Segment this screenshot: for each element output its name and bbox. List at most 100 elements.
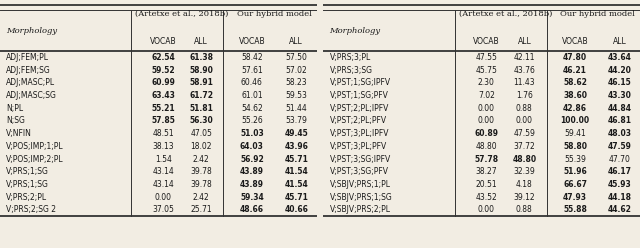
Text: V;PST;3;SG;IPFV: V;PST;3;SG;IPFV	[330, 155, 391, 163]
Text: 51.03: 51.03	[240, 129, 264, 138]
Text: V;SBJV;PRS;1;SG: V;SBJV;PRS;1;SG	[330, 192, 392, 202]
Text: ALL: ALL	[612, 37, 627, 46]
Text: 43.89: 43.89	[240, 167, 264, 176]
Text: 60.46: 60.46	[241, 78, 263, 88]
Text: 58.42: 58.42	[241, 53, 262, 62]
Text: V;PRS;1;SG: V;PRS;1;SG	[6, 180, 49, 189]
Text: 55.39: 55.39	[564, 155, 586, 163]
Text: 1.76: 1.76	[516, 91, 533, 100]
Text: 47.59: 47.59	[513, 129, 535, 138]
Text: 2.30: 2.30	[478, 78, 495, 88]
Text: 43.14: 43.14	[152, 167, 174, 176]
Text: 43.14: 43.14	[152, 180, 174, 189]
Text: ADJ;FEM;SG: ADJ;FEM;SG	[6, 66, 51, 75]
Text: 47.55: 47.55	[476, 53, 497, 62]
Text: Our hybrid model: Our hybrid model	[560, 10, 635, 18]
Text: V;PRS;2;SG 2: V;PRS;2;SG 2	[6, 205, 56, 214]
Text: 48.80: 48.80	[476, 142, 497, 151]
Text: 59.34: 59.34	[240, 192, 264, 202]
Text: V;POS;IMP;1;PL: V;POS;IMP;1;PL	[6, 142, 64, 151]
Text: ALL: ALL	[518, 37, 531, 46]
Text: 39.78: 39.78	[190, 167, 212, 176]
Text: 43.52: 43.52	[476, 192, 497, 202]
Text: 63.43: 63.43	[151, 91, 175, 100]
Text: 38.60: 38.60	[563, 91, 587, 100]
Text: 42.11: 42.11	[514, 53, 535, 62]
Text: 61.72: 61.72	[189, 91, 213, 100]
Text: 20.51: 20.51	[476, 180, 497, 189]
Text: 44.84: 44.84	[607, 104, 632, 113]
Text: 43.89: 43.89	[240, 180, 264, 189]
Text: V;PRS;2;PL: V;PRS;2;PL	[6, 192, 47, 202]
Text: 47.80: 47.80	[563, 53, 587, 62]
Text: 0.00: 0.00	[478, 205, 495, 214]
Text: 47.93: 47.93	[563, 192, 587, 202]
Text: 4.18: 4.18	[516, 180, 532, 189]
Text: 57.61: 57.61	[241, 66, 263, 75]
Text: 56.92: 56.92	[240, 155, 264, 163]
Text: V;PST;1;SG;IPFV: V;PST;1;SG;IPFV	[330, 78, 390, 88]
Text: VOCAB: VOCAB	[239, 37, 265, 46]
Text: V;PRS;1;SG: V;PRS;1;SG	[6, 167, 49, 176]
Text: 48.66: 48.66	[240, 205, 264, 214]
Text: 54.62: 54.62	[241, 104, 263, 113]
Text: Morphology: Morphology	[330, 27, 381, 34]
Text: ALL: ALL	[195, 37, 208, 46]
Text: 51.96: 51.96	[563, 167, 587, 176]
Text: 55.26: 55.26	[241, 117, 263, 125]
Text: 18.02: 18.02	[191, 142, 212, 151]
Text: 38.27: 38.27	[476, 167, 497, 176]
Text: 48.80: 48.80	[512, 155, 536, 163]
Text: 11.43: 11.43	[513, 78, 535, 88]
Text: V;PST;2;PL;IPFV: V;PST;2;PL;IPFV	[330, 104, 389, 113]
Text: 0.88: 0.88	[516, 205, 532, 214]
Text: 58.90: 58.90	[189, 66, 213, 75]
Text: 39.12: 39.12	[513, 192, 535, 202]
Text: 41.54: 41.54	[284, 180, 308, 189]
Text: 38.13: 38.13	[152, 142, 174, 151]
Text: 56.30: 56.30	[189, 117, 213, 125]
Text: 45.93: 45.93	[607, 180, 631, 189]
Text: 55.88: 55.88	[563, 205, 587, 214]
Text: 43.64: 43.64	[607, 53, 631, 62]
Text: 51.81: 51.81	[189, 104, 213, 113]
Text: 43.30: 43.30	[607, 91, 631, 100]
Text: 46.81: 46.81	[607, 117, 632, 125]
Text: 53.79: 53.79	[285, 117, 307, 125]
Text: 46.17: 46.17	[607, 167, 632, 176]
Text: 46.21: 46.21	[563, 66, 587, 75]
Text: 61.01: 61.01	[241, 91, 262, 100]
Text: N;SG: N;SG	[6, 117, 25, 125]
Text: Our hybrid model: Our hybrid model	[237, 10, 312, 18]
Text: 100.00: 100.00	[561, 117, 589, 125]
Text: 0.00: 0.00	[516, 117, 533, 125]
Text: 51.44: 51.44	[285, 104, 307, 113]
Text: 57.50: 57.50	[285, 53, 307, 62]
Text: 47.05: 47.05	[190, 129, 212, 138]
Text: 32.39: 32.39	[513, 167, 535, 176]
Text: 59.52: 59.52	[151, 66, 175, 75]
Text: 37.72: 37.72	[513, 142, 535, 151]
Text: 60.99: 60.99	[151, 78, 175, 88]
Text: 47.70: 47.70	[609, 155, 630, 163]
Text: 39.78: 39.78	[190, 180, 212, 189]
Text: V;PRS;3;PL: V;PRS;3;PL	[330, 53, 371, 62]
Text: 41.54: 41.54	[284, 167, 308, 176]
Text: V;PST;2;PL;PFV: V;PST;2;PL;PFV	[330, 117, 387, 125]
Text: 37.05: 37.05	[152, 205, 174, 214]
Text: 40.66: 40.66	[284, 205, 308, 214]
Text: ADJ;MASC;SG: ADJ;MASC;SG	[6, 91, 57, 100]
Text: 58.23: 58.23	[285, 78, 307, 88]
Text: 58.80: 58.80	[563, 142, 587, 151]
Text: 59.41: 59.41	[564, 129, 586, 138]
Text: 46.15: 46.15	[607, 78, 631, 88]
Text: 47.59: 47.59	[607, 142, 631, 151]
Text: 2.42: 2.42	[193, 192, 209, 202]
Text: 49.45: 49.45	[284, 129, 308, 138]
Text: 61.38: 61.38	[189, 53, 213, 62]
Text: V;POS;IMP;2;PL: V;POS;IMP;2;PL	[6, 155, 64, 163]
Text: 44.20: 44.20	[607, 66, 631, 75]
Text: VOCAB: VOCAB	[150, 37, 177, 46]
Text: 64.03: 64.03	[240, 142, 264, 151]
Text: 60.89: 60.89	[474, 129, 499, 138]
